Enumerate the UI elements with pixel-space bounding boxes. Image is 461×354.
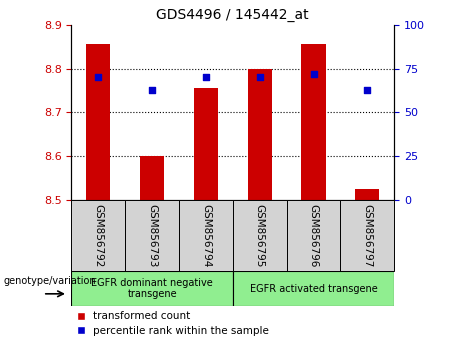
Title: GDS4496 / 145442_at: GDS4496 / 145442_at — [156, 8, 309, 22]
Text: GSM856795: GSM856795 — [254, 204, 265, 267]
Bar — [248, 69, 272, 200]
Bar — [287, 200, 340, 271]
Point — [148, 87, 156, 92]
Bar — [233, 271, 394, 306]
Bar — [194, 88, 218, 200]
Legend: transformed count, percentile rank within the sample: transformed count, percentile rank withi… — [77, 312, 269, 336]
Bar — [86, 45, 110, 200]
Bar — [233, 200, 287, 271]
Bar — [179, 200, 233, 271]
Text: GSM856794: GSM856794 — [201, 204, 211, 267]
Bar — [140, 156, 164, 200]
Text: GSM856793: GSM856793 — [147, 204, 157, 267]
Text: EGFR dominant negative
transgene: EGFR dominant negative transgene — [91, 278, 213, 299]
Point — [95, 75, 102, 80]
Text: GSM856796: GSM856796 — [308, 204, 319, 267]
Text: EGFR activated transgene: EGFR activated transgene — [249, 284, 378, 293]
Point — [310, 71, 317, 77]
Bar — [340, 200, 394, 271]
Bar — [301, 45, 325, 200]
Point — [364, 87, 371, 92]
Text: GSM856797: GSM856797 — [362, 204, 372, 267]
Point — [256, 75, 263, 80]
Text: genotype/variation: genotype/variation — [4, 276, 96, 286]
Text: GSM856792: GSM856792 — [93, 204, 103, 267]
Bar — [355, 189, 379, 200]
Bar — [71, 200, 125, 271]
Point — [202, 75, 210, 80]
Bar — [71, 271, 233, 306]
Bar — [125, 200, 179, 271]
